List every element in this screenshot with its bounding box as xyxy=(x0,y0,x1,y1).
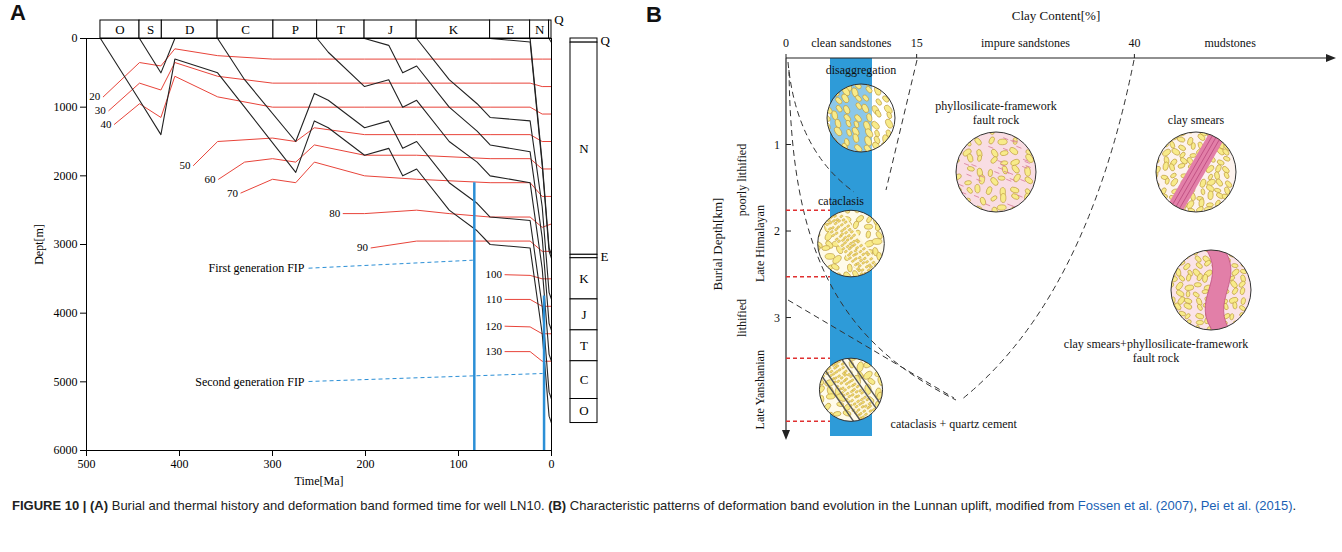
svg-text:15: 15 xyxy=(911,36,923,50)
svg-text:First generation FIP: First generation FIP xyxy=(209,261,305,275)
svg-text:500: 500 xyxy=(78,457,96,471)
svg-text:E: E xyxy=(601,249,609,264)
svg-text:D: D xyxy=(185,22,194,37)
svg-text:cataclasis: cataclasis xyxy=(818,194,864,208)
svg-text:K: K xyxy=(449,22,459,37)
svg-text:J: J xyxy=(581,307,586,322)
svg-text:40: 40 xyxy=(100,118,112,130)
html-text:FIGURE 10 | (A) Burial and the: FIGURE 10 | (A) Burial and thermal histo… xyxy=(12,498,1297,513)
svg-text:40: 40 xyxy=(1128,36,1140,50)
svg-text:3: 3 xyxy=(774,311,780,325)
svg-text:1000: 1000 xyxy=(54,100,78,114)
svg-text:0: 0 xyxy=(783,36,789,50)
svg-text:2: 2 xyxy=(774,224,780,238)
svg-text:1: 1 xyxy=(774,138,780,152)
svg-text:Q: Q xyxy=(601,33,611,48)
svg-text:5000: 5000 xyxy=(54,375,78,389)
svg-text:Clay Content[%]: Clay Content[%] xyxy=(1012,8,1100,23)
svg-text:0: 0 xyxy=(549,457,555,471)
svg-text:6000: 6000 xyxy=(54,443,78,457)
svg-text:100: 100 xyxy=(486,268,503,280)
svg-text:300: 300 xyxy=(264,457,282,471)
svg-text:50: 50 xyxy=(179,159,191,171)
svg-text:Late Yanshanian: Late Yanshanian xyxy=(753,350,767,429)
svg-text:2000: 2000 xyxy=(54,169,78,183)
svg-text:90: 90 xyxy=(357,241,369,253)
svg-text:cataclasis + quartz cement: cataclasis + quartz cement xyxy=(891,417,1018,431)
svg-text:20: 20 xyxy=(89,90,101,102)
html-text:A: A xyxy=(10,0,26,25)
svg-text:P: P xyxy=(292,22,299,37)
svg-text:clay smears: clay smears xyxy=(1168,113,1225,127)
svg-text:B: B xyxy=(646,2,662,27)
svg-text:clay smears+phyllosilicate-fra: clay smears+phyllosilicate-framework xyxy=(1064,337,1248,351)
svg-text:impure sandstones: impure sandstones xyxy=(981,36,1070,50)
svg-text:N: N xyxy=(579,141,589,156)
svg-text:poorly lithified: poorly lithified xyxy=(735,144,749,216)
svg-text:400: 400 xyxy=(171,457,189,471)
svg-text:S: S xyxy=(147,22,154,37)
svg-text:Dept[m]: Dept[m] xyxy=(32,224,46,265)
svg-text:fault rock: fault rock xyxy=(1133,351,1179,365)
svg-text:C: C xyxy=(241,22,250,37)
svg-text:Second generation FIP: Second generation FIP xyxy=(195,375,305,389)
svg-text:60: 60 xyxy=(205,173,217,185)
svg-text:T: T xyxy=(580,338,588,353)
svg-text:100: 100 xyxy=(450,457,468,471)
svg-text:Burial Depth[km]: Burial Depth[km] xyxy=(710,198,725,291)
svg-text:clean sandstones: clean sandstones xyxy=(811,36,892,50)
svg-text:K: K xyxy=(579,271,589,286)
svg-text:fault rock: fault rock xyxy=(973,113,1019,127)
svg-text:lithified: lithified xyxy=(735,299,749,337)
svg-text:Q: Q xyxy=(554,12,564,27)
svg-text:N: N xyxy=(535,22,545,37)
svg-text:disaggregation: disaggregation xyxy=(826,63,897,77)
svg-text:J: J xyxy=(388,22,393,37)
svg-text:80: 80 xyxy=(329,207,341,219)
svg-text:4000: 4000 xyxy=(54,306,78,320)
svg-text:120: 120 xyxy=(486,320,503,332)
svg-text:T: T xyxy=(337,22,345,37)
svg-text:70: 70 xyxy=(227,187,239,199)
svg-text:200: 200 xyxy=(357,457,375,471)
svg-text:30: 30 xyxy=(95,104,107,116)
svg-text:Late Himalayan: Late Himalayan xyxy=(753,205,767,282)
svg-text:Time[Ma]: Time[Ma] xyxy=(295,474,344,488)
svg-text:O: O xyxy=(579,403,588,418)
svg-text:3000: 3000 xyxy=(54,237,78,251)
svg-text:mudstones: mudstones xyxy=(1205,36,1257,50)
svg-text:O: O xyxy=(115,22,124,37)
svg-text:phyllosilicate-framework: phyllosilicate-framework xyxy=(935,99,1056,113)
svg-text:E: E xyxy=(506,22,514,37)
svg-text:0: 0 xyxy=(72,32,78,45)
svg-text:130: 130 xyxy=(486,345,503,357)
svg-text:C: C xyxy=(580,372,589,387)
svg-text:110: 110 xyxy=(486,293,503,305)
